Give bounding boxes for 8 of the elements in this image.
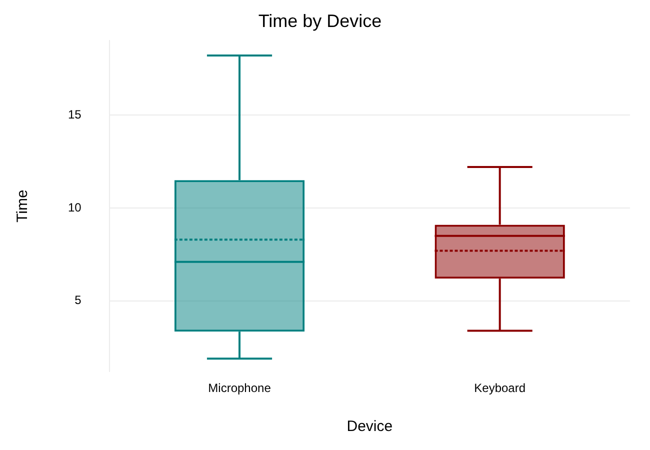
- x-tick-label: Microphone: [208, 381, 272, 396]
- chart-title: Time by Device: [258, 10, 382, 31]
- x-tick-label: Keyboard: [474, 381, 526, 396]
- x-axis-title: Device: [346, 418, 393, 436]
- y-axis-title: Time: [14, 190, 32, 222]
- y-tick-label: 15: [68, 107, 82, 122]
- y-tick-label: 5: [74, 293, 82, 308]
- y-tick-label: 10: [68, 200, 82, 214]
